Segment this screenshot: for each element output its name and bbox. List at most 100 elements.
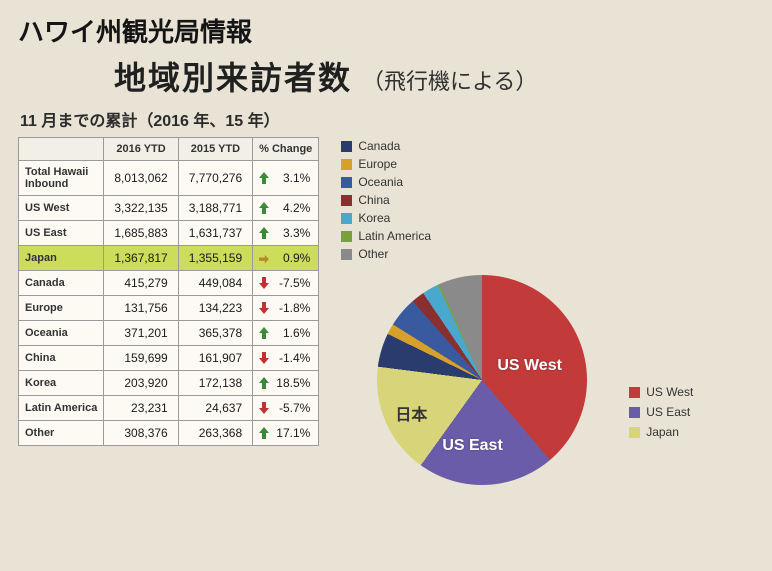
row-change: 4.2% xyxy=(253,196,319,221)
legend-label: Latin America xyxy=(358,229,431,243)
row-label: Korea xyxy=(19,371,104,396)
change-value: -5.7% xyxy=(279,401,310,415)
pie-slice-label: US West xyxy=(497,357,562,375)
table-row: US East1,685,8831,631,737 3.3% xyxy=(19,221,319,246)
header-org: ハワイ州観光局情報 xyxy=(18,12,754,49)
row-ytd2015: 134,223 xyxy=(178,296,252,321)
header-title: 地域別来訪者数 xyxy=(114,53,352,99)
row-change: 3.3% xyxy=(253,221,319,246)
row-label: China xyxy=(19,346,104,371)
row-label: Japan xyxy=(19,246,104,271)
legend-item: Europe xyxy=(341,157,754,171)
row-change: -1.4% xyxy=(253,346,319,371)
row-ytd2015: 172,138 xyxy=(178,371,252,396)
legend-swatch xyxy=(341,213,352,224)
legend-label: Korea xyxy=(358,211,390,225)
row-ytd2015: 1,355,159 xyxy=(178,246,252,271)
pie-slice-label: 日本 xyxy=(395,401,427,425)
table-caption: 11 月までの累計（2016 年、15 年） xyxy=(20,107,754,131)
change-value: 18.5% xyxy=(276,376,310,390)
row-change: -7.5% xyxy=(253,271,319,296)
arrow-up-icon xyxy=(259,377,269,389)
legend-item: US West xyxy=(629,385,693,399)
table-row: Other308,376263,36817.1% xyxy=(19,421,319,446)
row-ytd2016: 159,699 xyxy=(104,346,178,371)
row-ytd2016: 3,322,135 xyxy=(104,196,178,221)
arrow-down-icon xyxy=(259,302,269,314)
change-value: 17.1% xyxy=(276,426,310,440)
change-value: -1.4% xyxy=(279,351,310,365)
change-value: 3.1% xyxy=(283,171,310,185)
legend-item: Japan xyxy=(629,425,693,439)
change-value: 3.3% xyxy=(283,226,310,240)
legend-item: US East xyxy=(629,405,693,419)
legend-item: China xyxy=(341,193,754,207)
row-change: 18.5% xyxy=(253,371,319,396)
row-ytd2015: 3,188,771 xyxy=(178,196,252,221)
row-ytd2016: 8,013,062 xyxy=(104,161,178,196)
table-row: Canada415,279449,084-7.5% xyxy=(19,271,319,296)
table-row: Europe131,756134,223-1.8% xyxy=(19,296,319,321)
legend-label: Europe xyxy=(358,157,397,171)
legend-item: Korea xyxy=(341,211,754,225)
legend-label: Oceania xyxy=(358,175,403,189)
row-ytd2015: 1,631,737 xyxy=(178,221,252,246)
row-ytd2016: 131,756 xyxy=(104,296,178,321)
table-col-1: 2016 YTD xyxy=(104,138,178,161)
legend-label: China xyxy=(358,193,389,207)
row-label: US East xyxy=(19,221,104,246)
row-change: 0.9% xyxy=(253,246,319,271)
legend-swatch xyxy=(341,159,352,170)
change-value: 0.9% xyxy=(283,251,310,265)
row-ytd2016: 371,201 xyxy=(104,321,178,346)
arrow-up-icon xyxy=(259,327,269,339)
data-table-wrap: 2016 YTD2015 YTD% Change Total HawaiiInb… xyxy=(18,137,319,515)
table-row: Japan1,367,8171,355,159 0.9% xyxy=(19,246,319,271)
row-change: 17.1% xyxy=(253,421,319,446)
legend-item: Canada xyxy=(341,139,754,153)
legend-swatch xyxy=(629,387,640,398)
legend-label: US East xyxy=(646,405,690,419)
legend-swatch xyxy=(341,249,352,260)
table-row: Latin America23,23124,637-5.7% xyxy=(19,396,319,421)
row-ytd2016: 1,685,883 xyxy=(104,221,178,246)
row-change: -5.7% xyxy=(253,396,319,421)
row-ytd2016: 203,920 xyxy=(104,371,178,396)
legend-label: Canada xyxy=(358,139,400,153)
row-label: Canada xyxy=(19,271,104,296)
row-change: -1.8% xyxy=(253,296,319,321)
arrow-flat-icon xyxy=(259,252,269,264)
row-ytd2015: 263,368 xyxy=(178,421,252,446)
arrow-up-icon xyxy=(259,172,269,184)
legend-top: Canada Europe Oceania China Korea Latin Ameri… xyxy=(341,139,754,261)
arrow-up-icon xyxy=(259,202,269,214)
row-ytd2015: 365,378 xyxy=(178,321,252,346)
legend-label: US West xyxy=(646,385,693,399)
legend-swatch xyxy=(341,177,352,188)
legend-swatch xyxy=(629,427,640,438)
change-value: -7.5% xyxy=(279,276,310,290)
table-col-2: 2015 YTD xyxy=(178,138,252,161)
table-col-0 xyxy=(19,138,104,161)
legend-item: Other xyxy=(341,247,754,261)
legend-swatch xyxy=(629,407,640,418)
table-row: US West3,322,1353,188,7714.2% xyxy=(19,196,319,221)
row-ytd2016: 23,231 xyxy=(104,396,178,421)
arrow-down-icon xyxy=(259,352,269,364)
row-label: Other xyxy=(19,421,104,446)
row-ytd2016: 1,367,817 xyxy=(104,246,178,271)
table-row: Oceania371,201365,3781.6% xyxy=(19,321,319,346)
row-ytd2015: 7,770,276 xyxy=(178,161,252,196)
data-table: 2016 YTD2015 YTD% Change Total HawaiiInb… xyxy=(18,137,319,446)
legend-item: Oceania xyxy=(341,175,754,189)
row-ytd2015: 161,907 xyxy=(178,346,252,371)
legend-label: Other xyxy=(358,247,388,261)
pie-slice-label: US East xyxy=(442,437,502,455)
row-ytd2016: 415,279 xyxy=(104,271,178,296)
row-label: Oceania xyxy=(19,321,104,346)
table-col-3: % Change xyxy=(253,138,319,161)
pie-chart-wrap: US West US East 日本 US West US East Japan xyxy=(337,275,697,515)
change-value: -1.8% xyxy=(279,301,310,315)
arrow-down-icon xyxy=(259,277,269,289)
legend-label: Japan xyxy=(646,425,679,439)
